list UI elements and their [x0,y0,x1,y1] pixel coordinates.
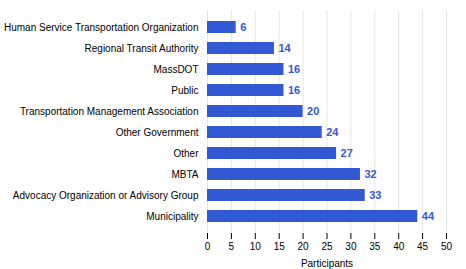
svg-text:27: 27 [341,147,353,159]
svg-text:15: 15 [274,241,286,252]
svg-text:33: 33 [369,189,381,201]
svg-text:20: 20 [307,105,319,117]
svg-text:Public: Public [171,85,198,96]
svg-text:Transportation Management Asso: Transportation Management Association [20,106,199,117]
svg-text:Other Government: Other Government [116,127,199,138]
svg-text:Other: Other [173,148,199,159]
svg-text:30: 30 [345,241,357,252]
svg-text:35: 35 [369,241,381,252]
svg-text:25: 25 [321,241,333,252]
svg-text:14: 14 [278,42,291,54]
svg-text:10: 10 [250,241,262,252]
svg-text:MBTA: MBTA [171,169,198,180]
svg-text:5: 5 [229,241,235,252]
svg-text:6: 6 [240,21,246,33]
svg-text:Human Service Transportation O: Human Service Transportation Organizatio… [4,22,199,33]
svg-text:MassDOT: MassDOT [154,64,199,75]
svg-text:45: 45 [417,241,429,252]
svg-text:0: 0 [205,241,211,252]
svg-text:32: 32 [364,168,376,180]
svg-text:24: 24 [326,126,339,138]
svg-text:50: 50 [441,241,453,252]
svg-text:44: 44 [422,210,435,222]
svg-text:Regional Transit Authority: Regional Transit Authority [85,43,199,54]
svg-text:40: 40 [393,241,405,252]
svg-text:Participants: Participants [301,258,353,269]
svg-text:20: 20 [298,241,310,252]
svg-text:16: 16 [288,63,300,75]
svg-text:16: 16 [288,84,300,96]
svg-text:Municipality: Municipality [146,211,198,222]
svg-text:Advocacy Organization or Advis: Advocacy Organization or Advisory Group [13,190,199,201]
